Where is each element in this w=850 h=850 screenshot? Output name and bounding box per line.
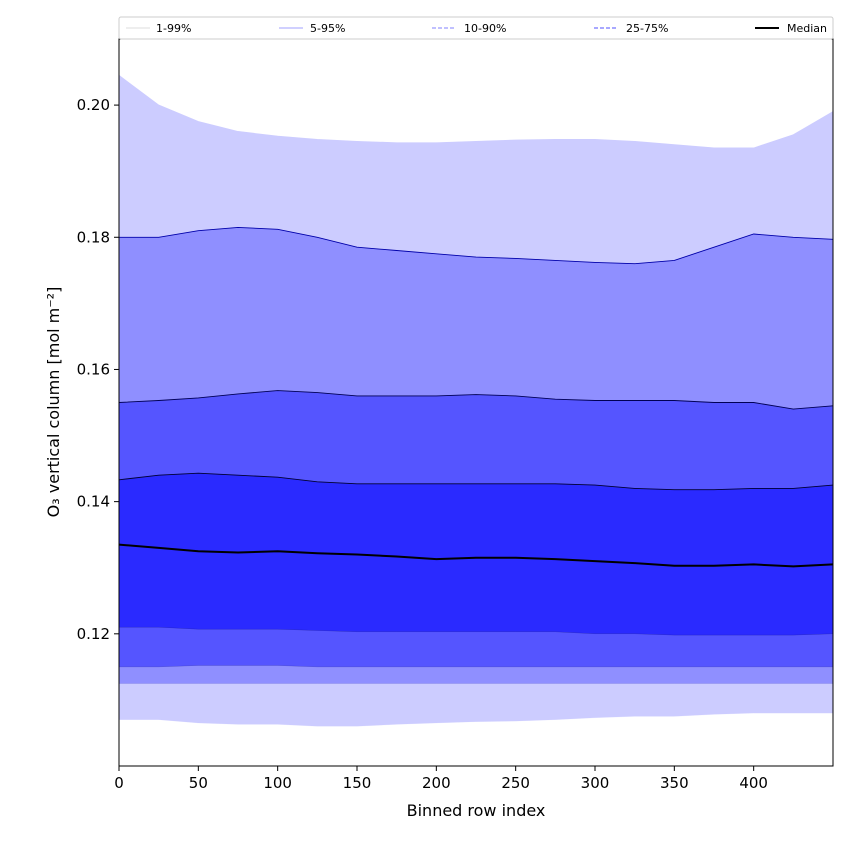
- band-5-95pct-upper-line: [119, 226, 833, 265]
- median-line: [119, 543, 833, 568]
- y-tick-label: 0.12: [77, 625, 110, 643]
- legend-label-2: 5-95%: [310, 22, 345, 35]
- band-10-90pct-lower-line: [119, 665, 833, 668]
- y-tick-label: 0.14: [77, 493, 110, 511]
- x-tick-label: 300: [581, 774, 610, 792]
- band-10-90pct-upper-line: [119, 390, 833, 410]
- x-tick-label: 100: [263, 774, 292, 792]
- band-25-75pct-upper-line: [119, 472, 833, 491]
- band-1-99pct-upper-line: [119, 75, 833, 149]
- x-tick-label: 50: [189, 774, 208, 792]
- legend-label-3: 10-90%: [464, 22, 506, 35]
- x-tick-label: 350: [660, 774, 689, 792]
- y-tick-label: 0.16: [77, 360, 110, 378]
- y-tick-label: 0.18: [77, 228, 110, 246]
- legend-label-4: 25-75%: [626, 22, 668, 35]
- y-axis: 0.12 0.14 0.16 0.18 0.20: [77, 96, 119, 643]
- x-tick-label: 150: [343, 774, 372, 792]
- legend-box: [118, 16, 834, 40]
- band-25-75pct: [119, 473, 833, 636]
- x-axis: 0 50 100 150 200 250 300 350 400: [114, 766, 768, 792]
- legend-label-5: Median: [787, 22, 827, 35]
- x-tick-label: 200: [422, 774, 451, 792]
- x-tick-label: 250: [501, 774, 530, 792]
- band-25-75pct-lower-line: [119, 627, 833, 636]
- plot-area: [119, 75, 833, 727]
- y-axis-label: O₃ vertical column [mol m⁻²]: [44, 287, 63, 518]
- legend-label-1: 1-99%: [156, 22, 191, 35]
- x-tick-label: 0: [114, 774, 124, 792]
- y-tick-label: 0.20: [77, 96, 110, 114]
- band-1-99pct-lower-line: [119, 712, 833, 727]
- legend: 1-99% 5-95% 10-90% 25-75% Median: [118, 16, 834, 40]
- x-axis-label: Binned row index: [407, 801, 546, 820]
- x-tick-label: 400: [739, 774, 768, 792]
